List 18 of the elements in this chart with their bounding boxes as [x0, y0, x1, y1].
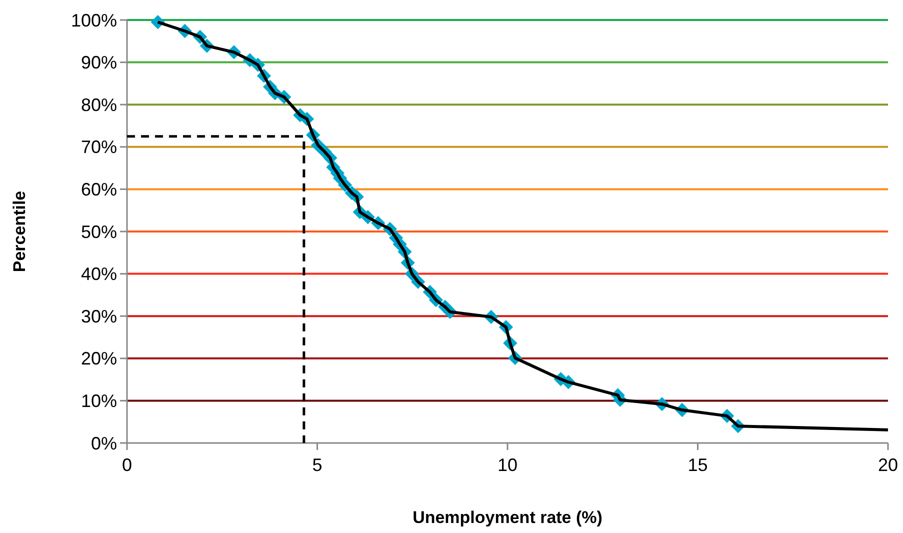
y-tick-label: 80%	[80, 94, 117, 115]
y-tick-label: 10%	[80, 391, 117, 411]
y-tick-label: 90%	[80, 52, 117, 73]
x-tick-label: 10	[497, 455, 518, 475]
x-tick-label: 0	[122, 455, 132, 475]
y-tick-label: 50%	[80, 222, 117, 242]
y-tick-label: 100%	[70, 10, 117, 30]
y-tick-label: 60%	[80, 180, 117, 200]
x-tick-label: 15	[688, 455, 708, 475]
x-axis-title: Unemployment rate (%)	[412, 508, 602, 527]
y-tick-label: 30%	[80, 306, 117, 326]
y-tick-label: 70%	[80, 137, 117, 158]
y-tick-label: 20%	[80, 348, 117, 369]
y-tick-label: 40%	[80, 264, 117, 284]
x-tick-label: 5	[312, 455, 322, 475]
y-axis-title: Percentile	[10, 190, 29, 272]
y-tick-label: 0%	[90, 433, 117, 454]
x-tick-label: 20	[878, 455, 898, 475]
